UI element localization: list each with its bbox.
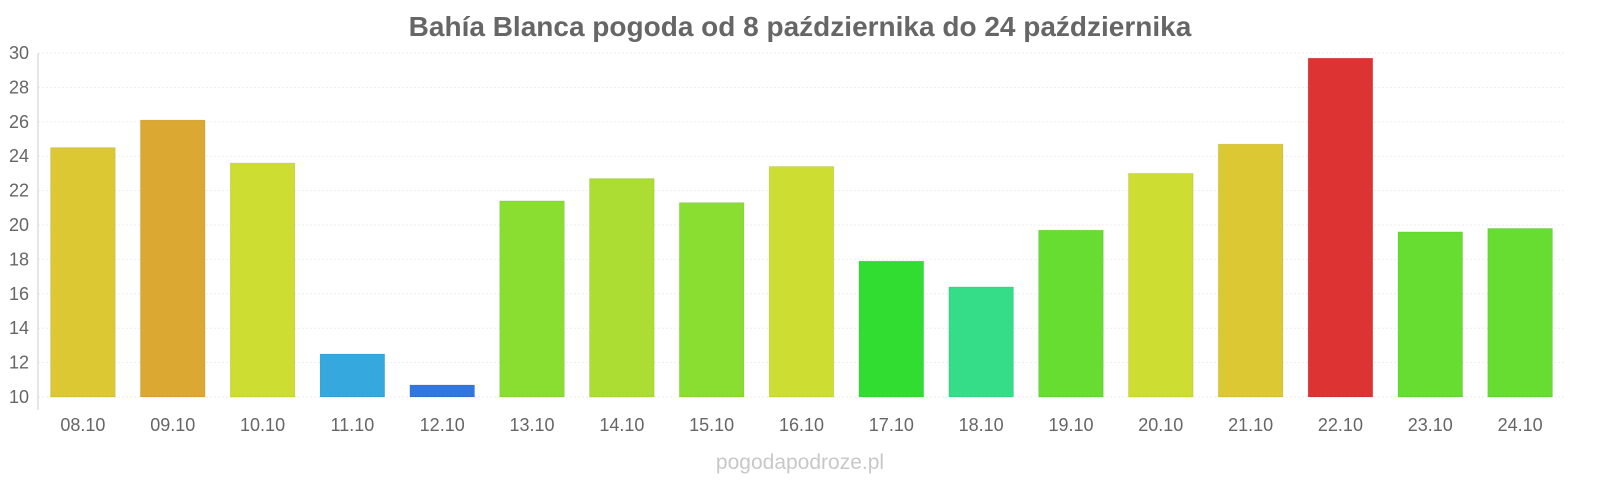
bar-19.10 bbox=[1038, 229, 1104, 398]
y-tick-label: 10 bbox=[9, 387, 29, 407]
bar-24.10 bbox=[1487, 227, 1553, 398]
bar-22.10 bbox=[1307, 57, 1374, 398]
x-tick-label: 23.10 bbox=[1408, 415, 1453, 435]
x-tick-label: 20.10 bbox=[1138, 415, 1183, 435]
y-tick-label: 12 bbox=[9, 353, 29, 373]
x-tick-label: 13.10 bbox=[510, 415, 555, 435]
bar-21.10 bbox=[1217, 143, 1284, 398]
x-tick-label: 15.10 bbox=[689, 415, 734, 435]
bar-18.10 bbox=[948, 286, 1014, 398]
x-tick-label: 08.10 bbox=[60, 415, 105, 435]
bar-09.10 bbox=[139, 119, 206, 398]
y-tick-label: 20 bbox=[9, 215, 29, 235]
x-tick-label: 19.10 bbox=[1048, 415, 1093, 435]
bar-10.10 bbox=[229, 162, 296, 398]
x-tick-label: 18.10 bbox=[959, 415, 1004, 435]
y-tick-label: 24 bbox=[9, 146, 29, 166]
bar-16.10 bbox=[768, 166, 835, 398]
x-tick-label: 12.10 bbox=[420, 415, 465, 435]
x-tick-label: 17.10 bbox=[869, 415, 914, 435]
bar-13.10 bbox=[499, 200, 565, 398]
bar-17.10 bbox=[858, 260, 925, 398]
bar-08.10 bbox=[50, 147, 116, 398]
bar-20.10 bbox=[1127, 172, 1194, 398]
y-tick-label: 22 bbox=[9, 181, 29, 201]
y-tick-label: 14 bbox=[9, 318, 29, 338]
x-tick-label: 09.10 bbox=[150, 415, 195, 435]
bar-15.10 bbox=[678, 202, 745, 398]
y-axis: 10 12 14 16 18 20 22 24 26 28 30 bbox=[9, 43, 29, 407]
x-tick-label: 21.10 bbox=[1228, 415, 1273, 435]
chart-title: Bahía Blanca pogoda od 8 października do… bbox=[409, 11, 1192, 42]
bars bbox=[50, 57, 1553, 398]
watermark: pogodapodroze.pl bbox=[716, 451, 884, 474]
x-tick-label: 16.10 bbox=[779, 415, 824, 435]
y-tick-label: 26 bbox=[9, 112, 29, 132]
x-tick-label: 11.10 bbox=[331, 415, 375, 435]
x-axis: 08.10 09.10 10.10 11.10 12.10 13.10 14.10 15.10… bbox=[60, 415, 1542, 435]
y-tick-label: 18 bbox=[9, 249, 29, 269]
x-tick-label: 10.10 bbox=[240, 415, 285, 435]
x-tick-label: 14.10 bbox=[599, 415, 644, 435]
x-tick-label: 24.10 bbox=[1498, 415, 1543, 435]
bar-11.10 bbox=[319, 353, 386, 398]
y-tick-label: 30 bbox=[9, 43, 29, 63]
y-tick-label: 16 bbox=[9, 284, 29, 304]
bar-23.10 bbox=[1397, 231, 1464, 398]
y-tick-label: 28 bbox=[9, 77, 29, 97]
x-tick-label: 22.10 bbox=[1318, 415, 1363, 435]
bar-14.10 bbox=[589, 178, 655, 398]
bar-12.10 bbox=[409, 384, 476, 398]
